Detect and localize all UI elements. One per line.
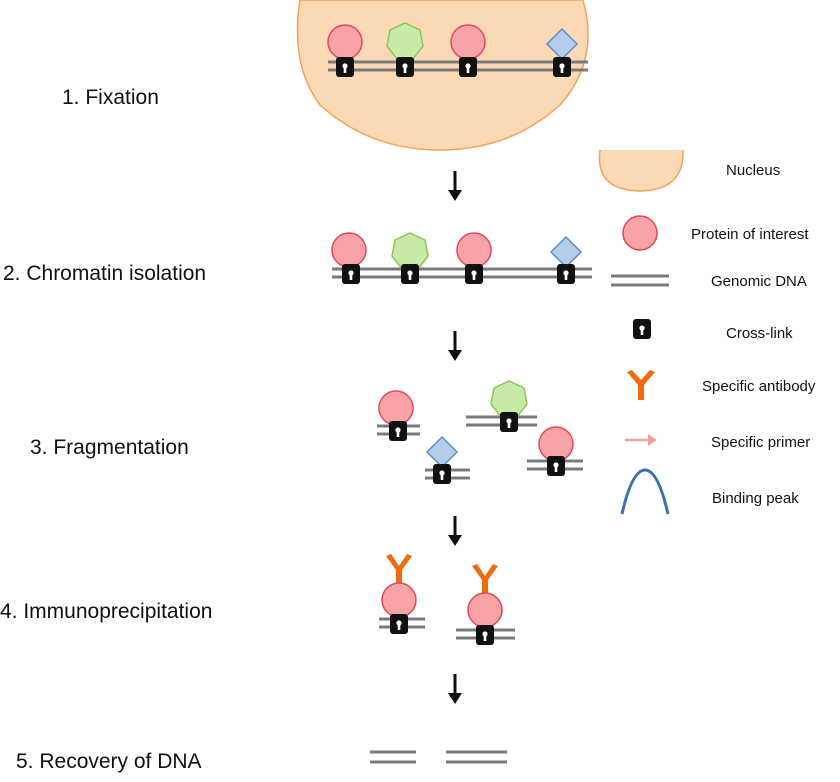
legend — [598, 149, 684, 515]
dna-lines-icon — [611, 274, 669, 287]
nucleus-icon — [598, 149, 684, 192]
step1-nucleus-scene — [296, 0, 589, 151]
step3-fragments-scene — [377, 380, 583, 484]
legend-label-primer: Specific primer — [711, 434, 811, 451]
step-label-fixation: 1. Fixation — [62, 86, 159, 109]
step5-dna-scene — [370, 750, 507, 764]
step-label-fragmentation: 3. Fragmentation — [30, 436, 189, 459]
step-label-chromatin-isolation: 2. Chromatin isolation — [3, 262, 207, 285]
step-label-immunoprecipitation: 4. Immunoprecipitation — [0, 600, 213, 623]
legend-label-binding-peak: Binding peak — [712, 490, 799, 507]
arrow-icon — [625, 434, 657, 446]
arrow-down-icon — [446, 672, 464, 706]
protein-circle-icon — [622, 215, 658, 251]
step4-ip-scene — [379, 554, 515, 645]
legend-label-nucleus: Nucleus — [726, 162, 781, 179]
legend-label-protein: Protein of interest — [691, 226, 809, 243]
padlock-icon — [633, 319, 651, 339]
peak-curve-icon — [620, 468, 670, 515]
legend-label-genomic-dna: Genomic DNA — [711, 273, 807, 290]
arrow-down-icon — [446, 169, 464, 203]
arrow-down-icon — [446, 329, 464, 363]
antibody-y-icon — [627, 370, 655, 400]
nucleus-shape — [296, 0, 589, 151]
step2-chromatin-scene — [331, 232, 592, 284]
legend-label-cross-link: Cross-link — [726, 325, 793, 342]
step-label-recovery-of-dna: 5. Recovery of DNA — [16, 750, 202, 773]
arrow-down-icon — [446, 514, 464, 548]
legend-label-antibody: Specific antibody — [702, 378, 816, 395]
